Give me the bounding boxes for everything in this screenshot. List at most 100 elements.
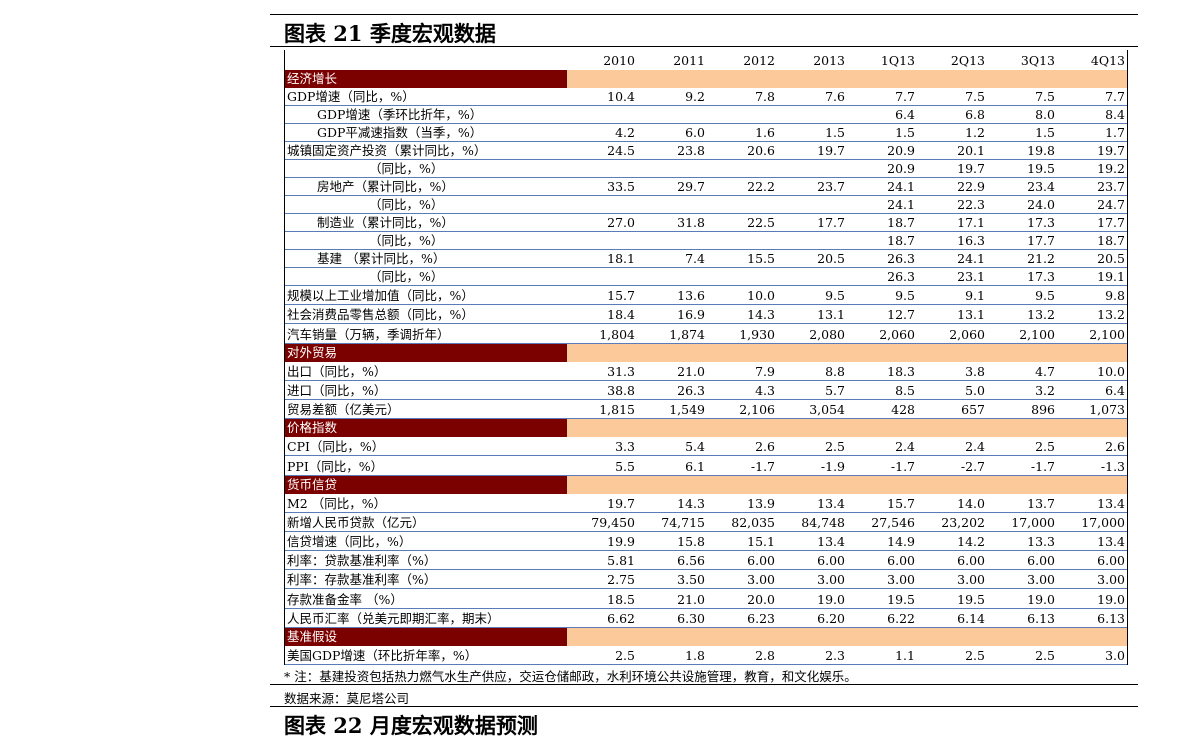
table-cell: 24.0: [1027, 197, 1055, 212]
table-cell: 20.6: [747, 143, 775, 158]
table-cell: 4.3: [755, 382, 775, 398]
table-row: GDP平减速指数（当季，%） 4.2 6.0 1.6 1.5 1.5 1.2 1.5 1.7: [285, 124, 1127, 142]
row-label: （同比，%）: [369, 233, 444, 248]
table-cell: 82,035: [731, 514, 775, 530]
table-cell: 7.7: [1105, 89, 1125, 104]
row-label: PPI（同比，%）: [287, 458, 384, 474]
table-cell: -1.7: [890, 458, 915, 474]
section-label: 经济增长: [285, 70, 567, 88]
table-cell: 13.6: [677, 288, 705, 304]
table-cell: 14.3: [747, 307, 775, 323]
table-cell: 19.7: [957, 161, 985, 176]
table-cell: 657: [961, 402, 985, 418]
table-cell: 21.0: [677, 363, 705, 379]
table-cell: 14.0: [957, 495, 985, 511]
table-cell: 2,100: [1019, 326, 1055, 342]
column-header: 1Q13: [880, 53, 915, 68]
table-cell: 2.4: [895, 439, 915, 455]
table-row: CPI（同比，%） 3.3 5.4 2.6 2.5 2.4 2.4 2.5 2.6: [285, 437, 1127, 457]
table-cell: 19.9: [607, 534, 635, 550]
table-cell: 7.8: [755, 89, 775, 104]
table-cell: 1,874: [669, 326, 705, 342]
table-cell: 13.3: [1027, 534, 1055, 550]
table-cell: 2.5: [615, 648, 635, 663]
table-cell: 15.5: [747, 251, 775, 266]
table-row: （同比，%） 20.9 19.7 19.5 19.2: [285, 160, 1127, 178]
table-cell: 6.00: [747, 553, 775, 569]
table-cell: 1.6: [755, 125, 775, 140]
section-label: 基准假设: [285, 627, 567, 646]
next-figure-title: 图表 22 月度宏观数据预测: [284, 713, 538, 738]
figure-title: 图表 21 季度宏观数据: [284, 21, 496, 46]
table-cell: 19.5: [957, 591, 985, 607]
table-cell: 6.00: [1097, 553, 1125, 569]
section-header-row: 货币信贷: [285, 475, 1127, 494]
table-row: 贸易差额（亿美元） 1,815 1,549 2,106 3,054 428 657 896 1,…: [285, 400, 1127, 420]
table-row: GDP增速（季环比折年，%） 6.4 6.8 8.0 8.4: [285, 106, 1127, 124]
table-cell: 17.7: [1027, 233, 1055, 248]
table-cell: 2.5: [1035, 648, 1055, 663]
table-cell: 18.7: [887, 215, 915, 230]
row-label: 制造业（累计同比，%）: [317, 215, 454, 230]
table-cell: -1.9: [820, 458, 845, 474]
table-cell: 31.8: [677, 215, 705, 230]
table-cell: 26.3: [887, 251, 915, 266]
table-cell: 2,060: [949, 326, 985, 342]
table-cell: 9.1: [965, 288, 985, 304]
table-row: PPI（同比，%） 5.5 6.1 -1.7 -1.9 -1.7 -2.7 -1.7 -1.3: [285, 456, 1127, 476]
table-cell: 18.3: [887, 363, 915, 379]
row-label: 利率：贷款基准利率（%）: [287, 553, 437, 569]
table-cell: 18.1: [607, 251, 635, 266]
table-cell: 9.5: [825, 288, 845, 304]
row-label: 信贷增速（同比，%）: [287, 534, 412, 550]
table-cell: 33.5: [607, 179, 635, 194]
table-cell: 2.4: [965, 439, 985, 455]
table-cell: -2.7: [960, 458, 985, 474]
table-cell: 1.2: [965, 125, 985, 140]
table-cell: 19.2: [1097, 161, 1125, 176]
table-cell: 7.7: [895, 89, 915, 104]
table-cell: 2,106: [739, 402, 775, 418]
table-cell: 3.00: [887, 572, 915, 588]
table-cell: 2.75: [607, 572, 635, 588]
table-cell: -1.3: [1100, 458, 1125, 474]
row-label: 存款准备金率 （%）: [287, 591, 403, 607]
table-cell: 24.1: [887, 197, 915, 212]
row-label: 社会消费品零售总额（同比，%）: [287, 307, 474, 323]
table-cell: 5.81: [607, 553, 635, 569]
table-cell: 6.13: [1097, 610, 1125, 626]
column-header: 2012: [743, 53, 775, 68]
table-cell: 2.6: [755, 439, 775, 455]
section-band: [567, 419, 1127, 438]
table-cell: 20.9: [887, 143, 915, 158]
column-header: 2011: [673, 53, 705, 68]
table-row: GDP增速（同比，%） 10.4 9.2 7.8 7.6 7.7 7.5 7.5 7.7: [285, 88, 1127, 106]
table-row: 利率：贷款基准利率（%） 5.81 6.56 6.00 6.00 6.00 6.00 6.00…: [285, 551, 1127, 571]
table-cell: 2,060: [879, 326, 915, 342]
table-cell: 19.7: [817, 143, 845, 158]
table-cell: 7.6: [825, 89, 845, 104]
table-cell: 1.5: [895, 125, 915, 140]
table-cell: -1.7: [750, 458, 775, 474]
table-cell: 17.3: [1027, 269, 1055, 284]
column-header: 3Q13: [1020, 53, 1055, 68]
table-cell: 23.7: [817, 179, 845, 194]
table-cell: 1,073: [1089, 402, 1125, 418]
table-cell: 6.62: [607, 610, 635, 626]
table-cell: 3.3: [615, 439, 635, 455]
table-cell: 17,000: [1011, 514, 1055, 530]
row-label: （同比，%）: [369, 161, 444, 176]
table-cell: 22.5: [747, 215, 775, 230]
row-label: 美国GDP增速（环比折年率，%）: [287, 648, 478, 663]
table-cell: 896: [1031, 402, 1055, 418]
table-row: 存款准备金率 （%） 18.5 21.0 20.0 19.0 19.5 19.5 19.0 19…: [285, 589, 1127, 609]
table-cell: 20.9: [887, 161, 915, 176]
table-cell: 19.5: [1027, 161, 1055, 176]
row-label: （同比，%）: [369, 269, 444, 284]
table-cell: 23.7: [1097, 179, 1125, 194]
table-row: （同比，%） 24.1 22.3 24.0 24.7: [285, 196, 1127, 214]
table-cell: 13.4: [817, 534, 845, 550]
column-header: 2013: [813, 53, 845, 68]
table-cell: 1,930: [739, 326, 775, 342]
table-cell: 1.1: [895, 648, 915, 663]
